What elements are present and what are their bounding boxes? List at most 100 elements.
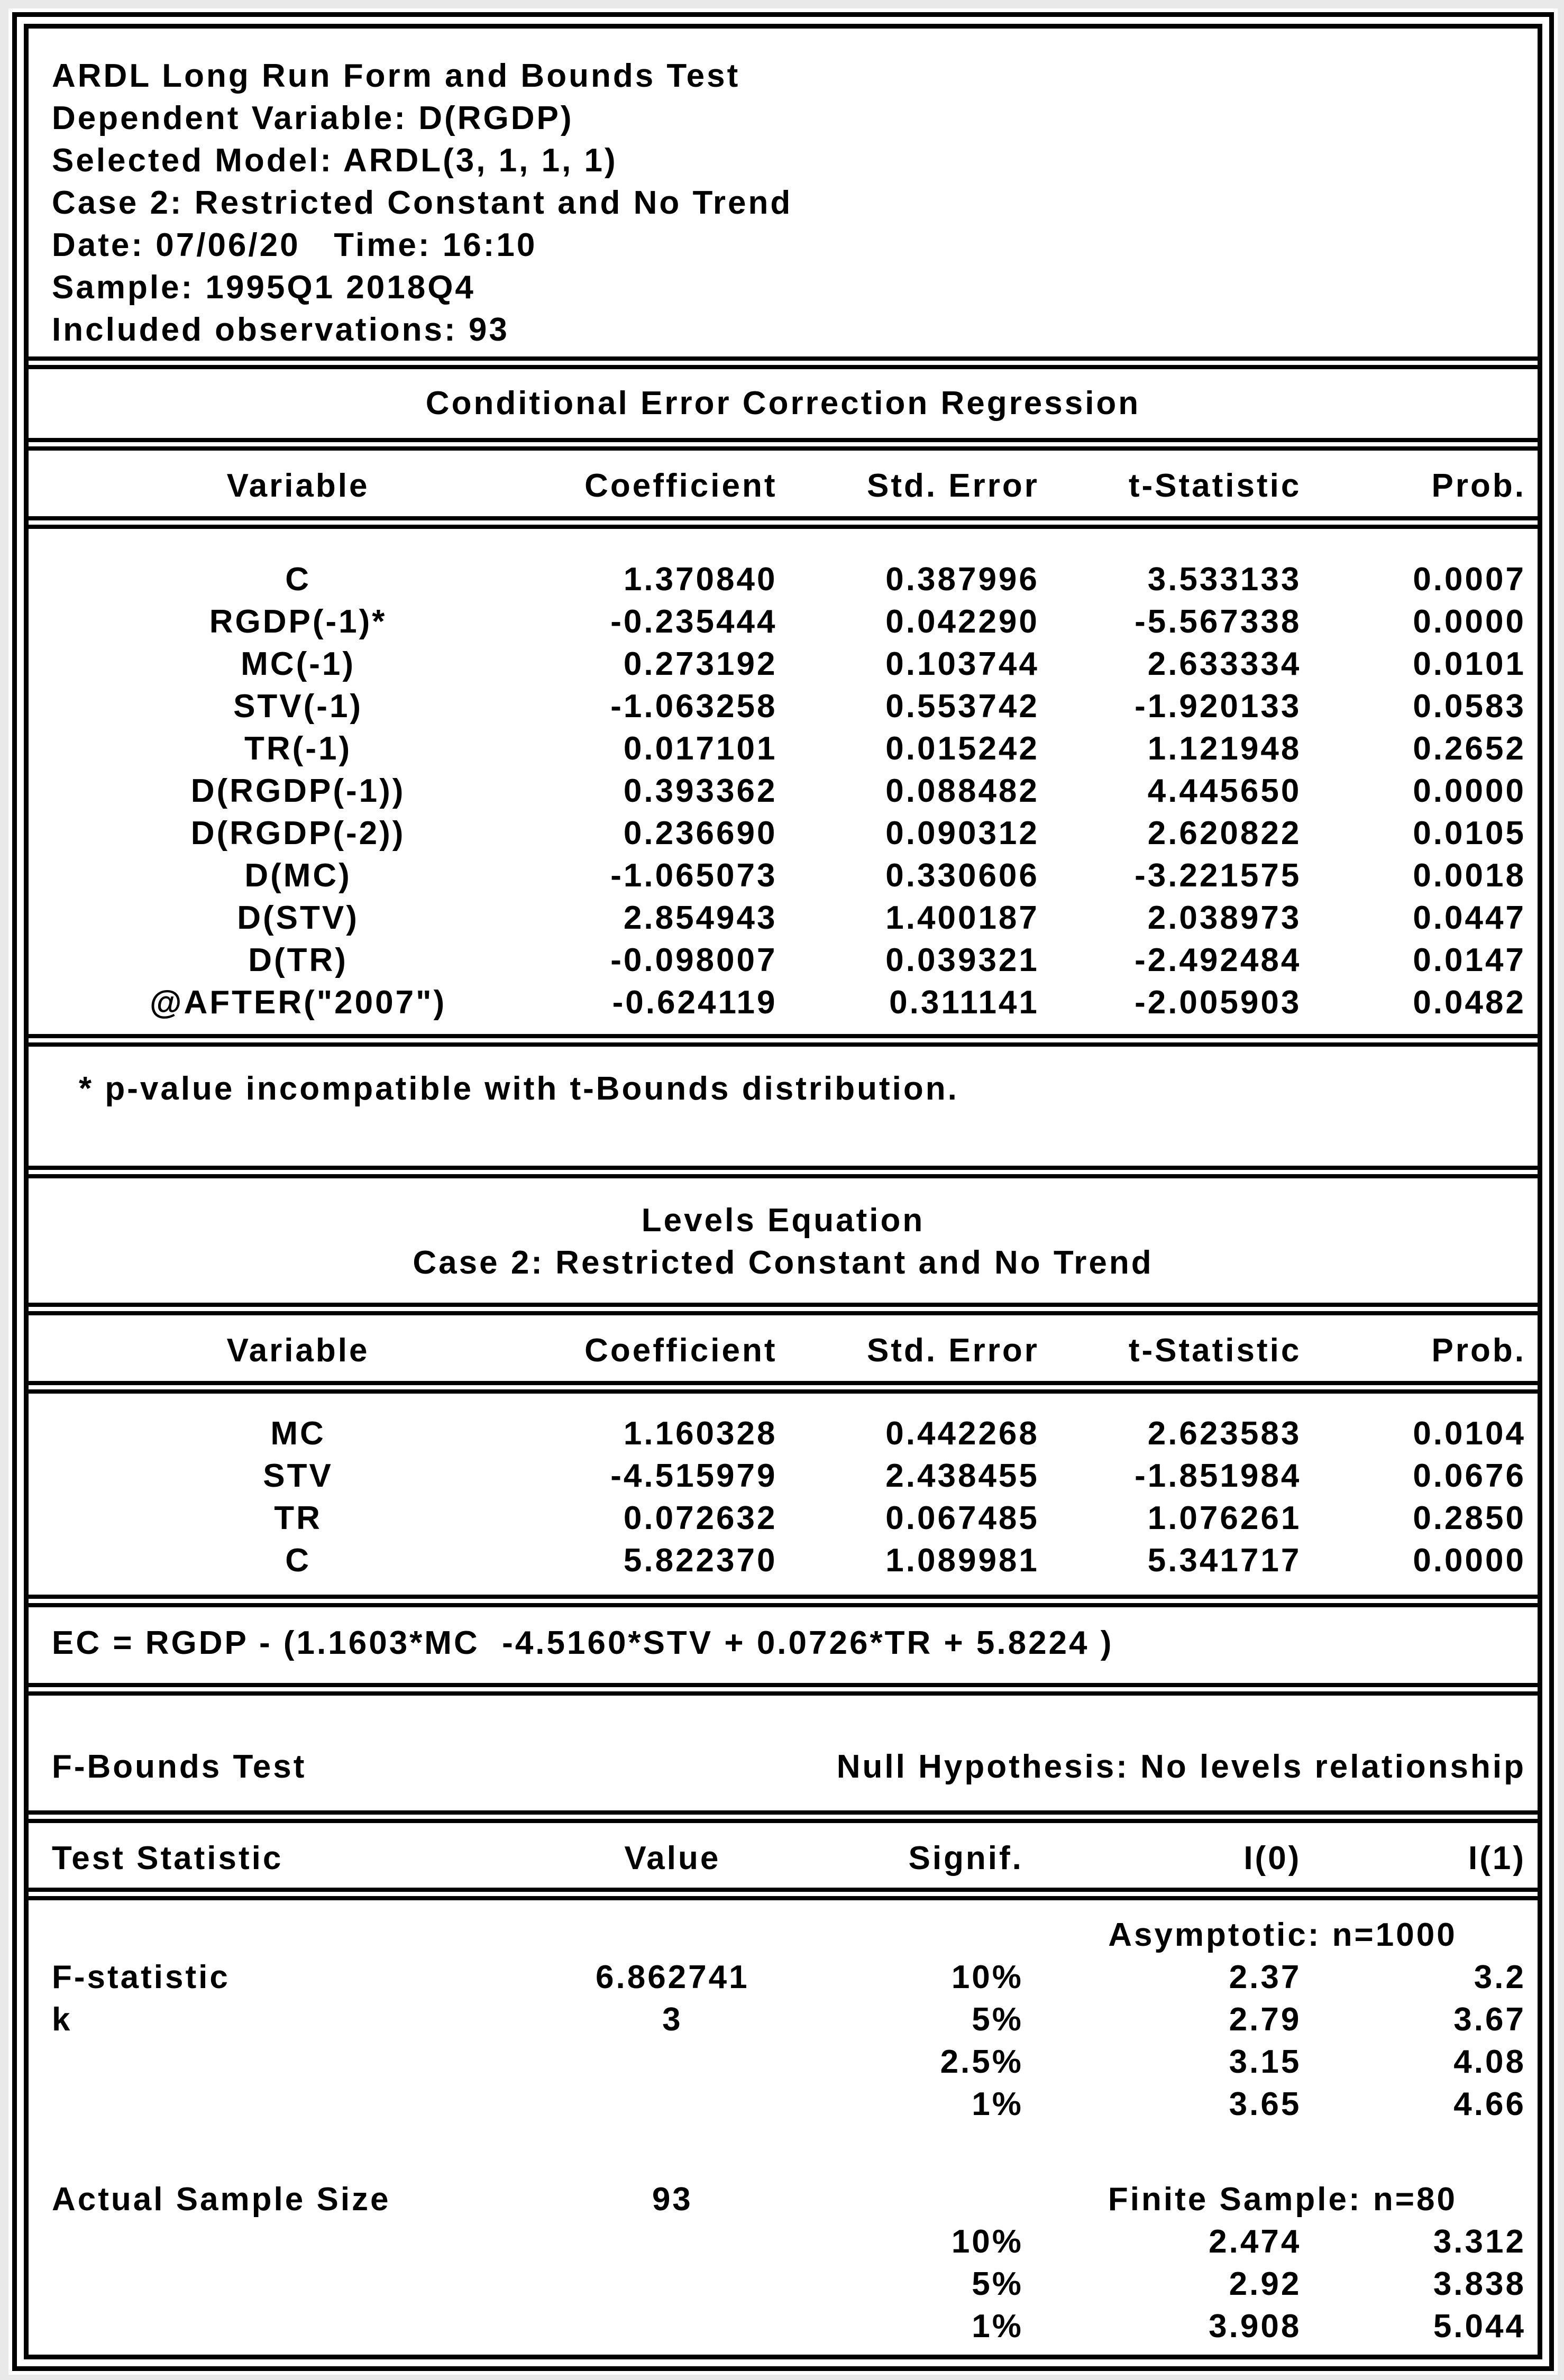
output-sheet: ARDL Long Run Form and Bounds Test Depen… [8, 8, 1558, 2375]
table-row: STV -4.515979 2.438455 -1.851984 0.0676 [29, 1454, 1538, 1497]
column-header-coefficient: Coefficient [584, 467, 778, 504]
asymptotic-rows: F-statistic 6.862741 10% 2.37 3.2 k 3 5% 2.79 3.6… [29, 1956, 1538, 2125]
table-cell: -1.920133 [1135, 688, 1302, 725]
table-cell: 2.620822 [1147, 814, 1302, 852]
table-cell: 5.044 [1433, 2308, 1526, 2345]
table-cell: 2.37 [1229, 1958, 1302, 1995]
table-cell: 1.370840 [623, 561, 778, 598]
table-cell: 0.042290 [885, 603, 1039, 640]
table-row: 1% 3.65 4.66 [29, 2083, 1538, 2125]
f-bounds-title: F-Bounds Test [52, 1749, 307, 1785]
table-cell: -2.492484 [1135, 941, 1302, 978]
selected-model-line: Selected Model: ARDL(3, 1, 1, 1) [52, 142, 618, 179]
levels-table-body: MC 1.160328 0.442268 2.623583 0.0104 STV -4.51… [29, 1394, 1538, 1595]
table-cell: -5.567338 [1135, 603, 1302, 640]
table-row: D(STV) 2.854943 1.400187 2.038973 0.0447 [29, 896, 1538, 939]
table-cell: 0.0000 [1413, 772, 1526, 809]
table-cell: 0.039321 [885, 941, 1039, 978]
table-cell: 0.015242 [885, 730, 1039, 767]
column-header-value: Value [624, 1839, 721, 1876]
asymptotic-label-row: Asymptotic: n=1000 [29, 1914, 1538, 1956]
table-cell: 1.076261 [1147, 1499, 1302, 1536]
table-cell: 0.0482 [1413, 984, 1526, 1021]
table-cell: 0.387996 [885, 561, 1039, 598]
table-cell: 0.0000 [1413, 1542, 1526, 1579]
table-cell: 0.311141 [889, 984, 1039, 1021]
table-cell: 0.0007 [1413, 561, 1526, 598]
table-row: MC(-1) 0.273192 0.103744 2.633334 0.0101 [29, 643, 1538, 685]
finite-sample-label: Finite Sample: n=80 [1108, 2181, 1457, 2218]
table-cell: RGDP(-1)* [209, 603, 387, 640]
table-row: D(MC) -1.065073 0.330606 -3.221575 0.0018 [29, 854, 1538, 896]
table-cell: 3 [662, 2001, 683, 2038]
table-cell: 0.0018 [1413, 857, 1526, 894]
table-row: 1% 3.908 5.044 [29, 2305, 1538, 2347]
table-cell: D(RGDP(-2)) [190, 814, 406, 852]
cec-title-wrap: Conditional Error Correction Regression [29, 369, 1538, 438]
outer-frame: ARDL Long Run Form and Bounds Test Depen… [12, 12, 1554, 2371]
table-row: D(RGDP(-1)) 0.393362 0.088482 4.445650 0.000… [29, 770, 1538, 812]
table-cell: 2.438455 [885, 1457, 1039, 1494]
date-time-line: Date: 07/06/20 Time: 16:10 [52, 227, 537, 263]
table-cell: 0.393362 [623, 772, 778, 809]
table-row: D(RGDP(-2)) 0.236690 0.090312 2.620822 0.010… [29, 812, 1538, 854]
table-cell: MC [270, 1415, 326, 1452]
table-cell: 1.400187 [885, 899, 1039, 936]
table-cell: -0.624119 [612, 984, 778, 1021]
f-bounds-header: F-Bounds Test Null Hypothesis: No levels… [29, 1696, 1538, 1810]
table-cell: 0.017101 [623, 730, 778, 767]
table-cell: 0.072632 [623, 1499, 778, 1536]
table-cell: 0.236690 [623, 814, 778, 852]
table-cell: 3.65 [1229, 2085, 1302, 2122]
section-divider [29, 1888, 1538, 1900]
column-header-row: Variable Coefficient Std. Error t-Statis… [29, 1329, 1538, 1371]
dependent-variable-line: Dependent Variable: D(RGDP) [52, 100, 574, 136]
section-divider [29, 438, 1538, 451]
table-cell: 5.341717 [1147, 1542, 1302, 1579]
levels-section-subtitle: Case 2: Restricted Constant and No Trend [413, 1244, 1154, 1281]
table-cell: 10% [951, 1958, 1023, 1995]
table-row: RGDP(-1)* -0.235444 0.042290 -5.567338 0.000… [29, 600, 1538, 643]
table-cell: 0.0447 [1413, 899, 1526, 936]
table-cell: 0.553742 [885, 688, 1039, 725]
table-row: 2.5% 3.15 4.08 [29, 2040, 1538, 2083]
table-cell: -3.221575 [1135, 857, 1302, 894]
table-cell: 4.66 [1453, 2085, 1526, 2122]
table-cell: k [52, 2001, 72, 2038]
table-cell: 4.08 [1453, 2043, 1526, 2080]
table-cell: 4.445650 [1147, 772, 1302, 809]
table-cell: 2.5% [940, 2043, 1023, 2080]
section-divider [29, 1595, 1538, 1607]
table-cell: 6.862741 [596, 1958, 749, 1995]
section-divider [29, 1683, 1538, 1696]
table-cell: 0.442268 [885, 1415, 1039, 1452]
table-cell: C [285, 561, 311, 598]
column-header-i0: I(0) [1243, 1839, 1302, 1876]
actual-sample-size-label: Actual Sample Size [52, 2181, 391, 2218]
table-cell: 3.2 [1474, 1958, 1526, 1995]
table-cell: 0.0583 [1413, 688, 1526, 725]
table-cell: 5% [972, 2265, 1023, 2302]
table-cell: D(TR) [248, 941, 348, 978]
column-header-signif: Signif. [908, 1839, 1023, 1876]
column-header-t-statistic: t-Statistic [1128, 1332, 1302, 1369]
table-cell: 2.854943 [623, 899, 778, 936]
table-cell: 2.623583 [1147, 1415, 1302, 1452]
column-header-variable: Variable [226, 467, 370, 504]
table-row: TR(-1) 0.017101 0.015242 1.121948 0.2652 [29, 727, 1538, 770]
report-header: ARDL Long Run Form and Bounds Test Depen… [29, 29, 1538, 356]
table-cell: -2.005903 [1135, 984, 1302, 1021]
column-header-row: Variable Coefficient Std. Error t-Statis… [29, 464, 1538, 507]
table-cell: D(MC) [244, 857, 352, 894]
table-cell: MC(-1) [241, 645, 355, 682]
null-hypothesis-label: Null Hypothesis: No levels relationship [836, 1749, 1526, 1785]
column-header-std-error: Std. Error [866, 467, 1039, 504]
table-cell: 0.330606 [885, 857, 1039, 894]
table-cell: 1% [972, 2085, 1023, 2122]
section-divider [29, 1166, 1538, 1178]
levels-section-title: Levels Equation [641, 1202, 925, 1239]
table-cell: TR(-1) [244, 730, 352, 767]
table-row: MC 1.160328 0.442268 2.623583 0.0104 [29, 1412, 1538, 1454]
table-cell: 0.0101 [1413, 645, 1526, 682]
table-cell: 0.273192 [623, 645, 778, 682]
